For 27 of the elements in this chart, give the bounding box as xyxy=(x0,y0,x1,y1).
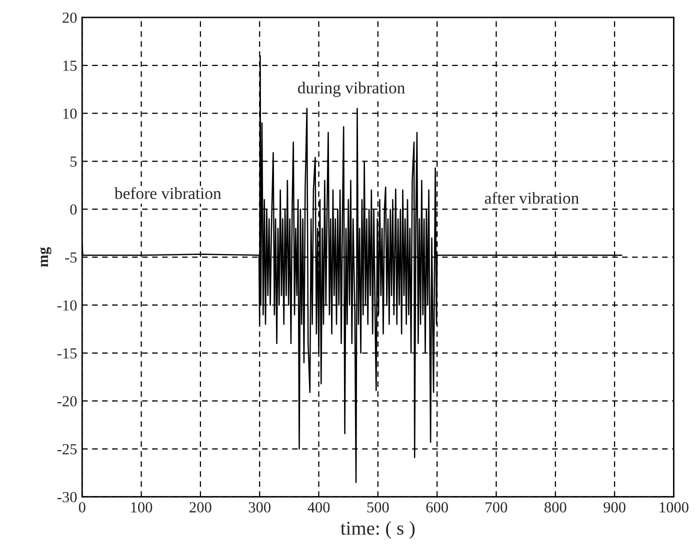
x-tick-label: 1000 xyxy=(660,502,688,512)
y-tick-label: 10 xyxy=(63,108,77,119)
x-axis-title: time: ( s ) xyxy=(340,521,415,539)
annotation: during vibration xyxy=(298,82,405,97)
annotation: after vibration xyxy=(484,192,579,204)
x-tick-label: 800 xyxy=(544,502,566,512)
x-tick-label: 200 xyxy=(190,502,212,512)
y-axis-title: mg xyxy=(40,247,52,267)
y-tick-label: -25 xyxy=(57,444,77,454)
x-tick-label: 400 xyxy=(308,502,330,512)
y-tick-label: 20 xyxy=(62,12,77,23)
y-tick-label: 15 xyxy=(63,60,77,71)
x-tick-label: 600 xyxy=(426,502,448,512)
annotation: before vibration xyxy=(114,187,222,200)
y-tick-label: -15 xyxy=(57,348,77,358)
x-tick-label: 500 xyxy=(367,502,389,512)
y-tick-label: -10 xyxy=(57,300,77,311)
y-tick-label: -30 xyxy=(57,492,77,502)
x-tick-label: 700 xyxy=(486,502,508,512)
y-tick-label: -5 xyxy=(65,252,77,263)
x-tick-label: 100 xyxy=(131,502,152,512)
y-tick-label: 0 xyxy=(70,204,77,215)
x-tick-label: 0 xyxy=(78,502,86,512)
x-tick-label: 900 xyxy=(604,502,626,512)
y-tick-label: -20 xyxy=(57,396,77,406)
x-tick-label: 300 xyxy=(248,502,270,512)
y-tick-label: 5 xyxy=(70,156,77,167)
